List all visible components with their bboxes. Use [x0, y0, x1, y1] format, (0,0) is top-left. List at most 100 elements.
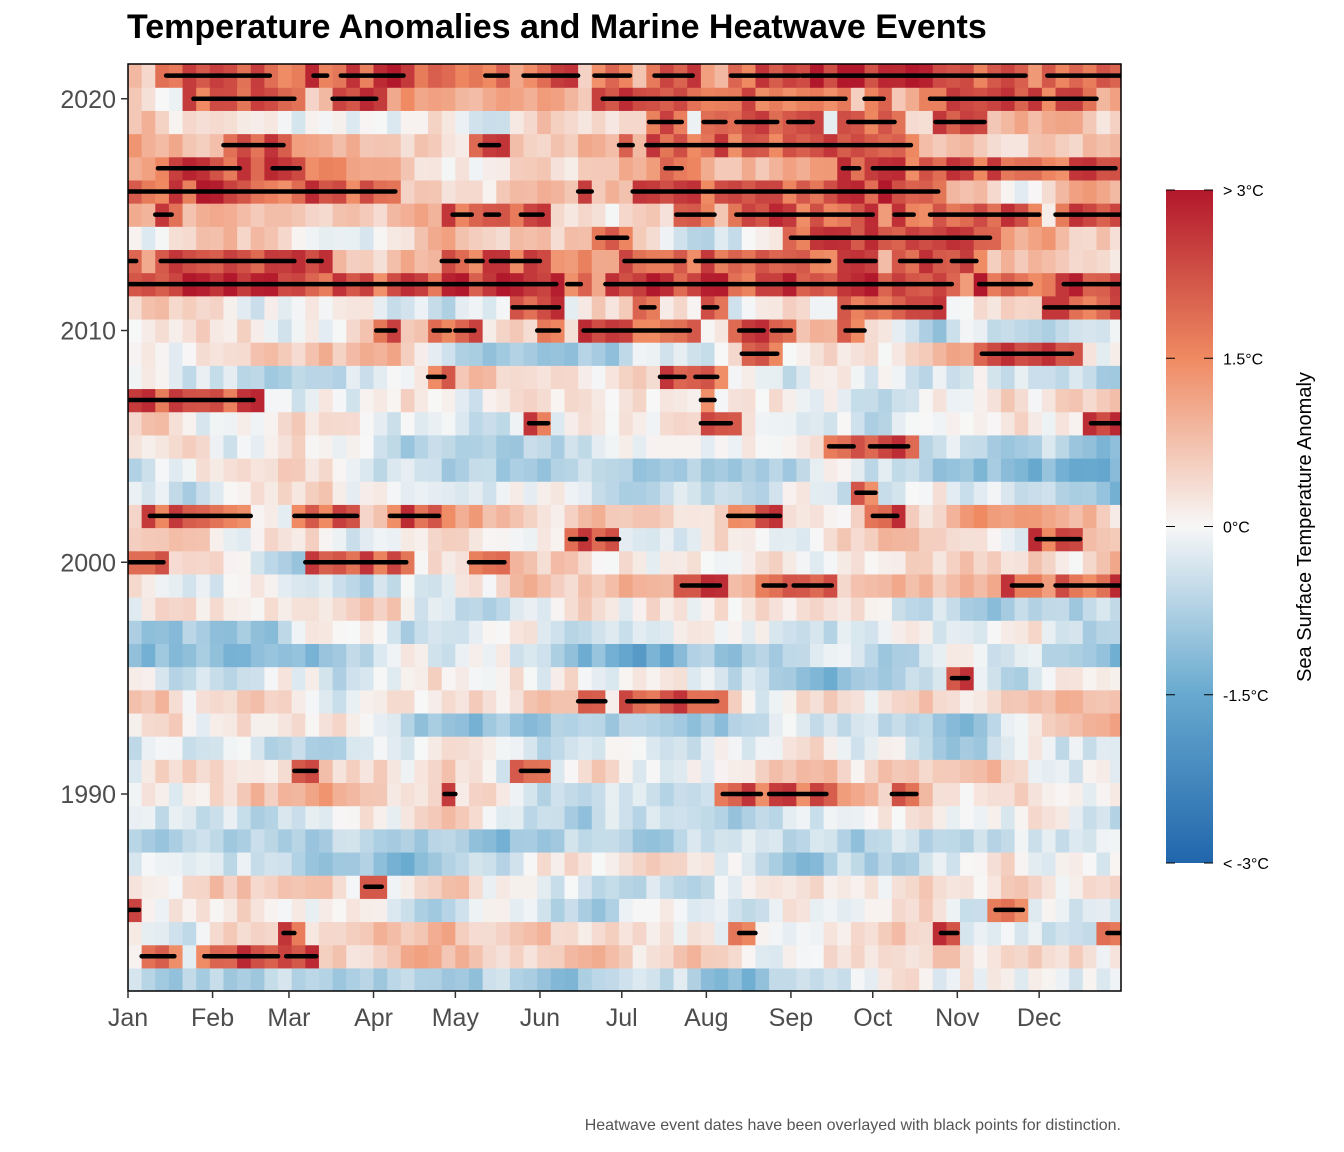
heatmap-cell [359, 249, 375, 274]
heatmap-cell [578, 712, 593, 737]
heatmap-cell [318, 967, 334, 991]
heatmap-cell [564, 573, 579, 598]
heatmap-cell [700, 851, 716, 876]
heatmap-cell [823, 689, 838, 714]
heatmap-cell [1069, 944, 1084, 969]
heatmap-cell [1014, 481, 1029, 505]
heatmap-cell [209, 967, 225, 991]
heatmap-cell [400, 365, 416, 390]
heatmap-cell [373, 689, 388, 714]
heatmap-cell [919, 365, 934, 390]
heatmap-cell [782, 481, 797, 505]
heatmap-cell [168, 87, 184, 111]
heatmap-cell [1014, 388, 1029, 413]
heatmap-cell [537, 365, 552, 390]
heatmap-cell [891, 87, 907, 111]
heatmap-cell [837, 643, 852, 668]
heatmap-cell [332, 597, 347, 621]
heatmap-cell [1096, 620, 1111, 644]
heatmap-cell [332, 295, 347, 320]
heatmap-cell [1041, 875, 1057, 899]
heatmap-cell [196, 226, 211, 250]
heatmap-cell [837, 666, 852, 691]
heatmap-cell [741, 666, 757, 691]
heatmap-cell [1028, 133, 1043, 158]
heatmap-cell [796, 898, 811, 923]
heatmap-cell [537, 805, 552, 830]
heatmap-cell [128, 828, 143, 853]
heatmap-cell [1082, 597, 1098, 621]
heatmap-cell [619, 481, 634, 505]
heatmap-cell [591, 643, 606, 668]
heatmap-cell [810, 550, 825, 575]
heatmap-cell [1055, 365, 1070, 390]
heatmap-cell [196, 481, 211, 505]
heatmap-cell [946, 481, 961, 505]
heatmap-cell [332, 434, 347, 459]
heatmap-cell [905, 805, 920, 830]
heatmap-cell [387, 944, 402, 969]
heatmap-cell [496, 759, 511, 784]
heatmap-cell [509, 434, 525, 459]
heatmap-cell [387, 805, 402, 830]
heatmap-cell [168, 851, 184, 876]
heatmap-cell [632, 620, 647, 644]
heatmap-cell [278, 504, 293, 529]
heatmap-cell [960, 457, 975, 482]
heatmap-cell [932, 736, 948, 760]
heatmap-cell [823, 828, 838, 853]
heatmap-cell [646, 342, 661, 366]
heatmap-cell [400, 434, 416, 459]
heatmap-cell [1041, 318, 1057, 343]
heatmap-cell [919, 133, 934, 158]
heatmap-cell [823, 318, 838, 343]
heatmap-cell [318, 110, 334, 135]
heatmap-cell [400, 64, 416, 88]
heatmap-cell [960, 411, 975, 436]
heatmap-cell [387, 133, 402, 158]
heatmap-cell [619, 365, 634, 390]
heatmap-cell [332, 156, 347, 181]
heatmap-cell [128, 226, 143, 250]
heatmap-cell [728, 805, 743, 830]
heatmap-cell [1014, 179, 1029, 204]
heatmap-cell [523, 156, 538, 181]
heatmap-cell [278, 411, 293, 436]
heatmap-cell [318, 805, 334, 830]
heatmap-cell [1069, 689, 1084, 714]
heatmap-cell [755, 712, 770, 737]
heatmap-cell [769, 620, 784, 644]
heatmap-cell [1000, 295, 1016, 320]
heatmap-cell [414, 527, 429, 552]
heatmap-cell [1082, 805, 1098, 830]
heatmap-cell [973, 851, 988, 876]
heatmap-cell [250, 527, 265, 552]
heatmap-cell [960, 967, 975, 991]
heatmap-cell [496, 481, 511, 505]
heatmap-cell [346, 828, 361, 853]
heatmap-cell [537, 782, 552, 807]
x-tick-label: Dec [1017, 1004, 1061, 1032]
heatmap-cell [469, 504, 484, 529]
heatmap-cell [291, 133, 306, 158]
heatmap-cell [223, 295, 238, 320]
heatmap-cell [673, 597, 688, 621]
heatmap-cell [305, 342, 320, 366]
heatmap-cell [455, 388, 470, 413]
heatmap-cell [237, 712, 252, 737]
heatmap-cell [1069, 504, 1084, 529]
heatmap-cell [1096, 736, 1111, 760]
heatmap-cell [128, 875, 143, 899]
heatmap-cell [755, 666, 770, 691]
legend-label: -1.5°C [1223, 688, 1269, 705]
heatmap-cell [196, 527, 211, 552]
heatmap-cell [428, 133, 443, 158]
heatmap-cell [864, 921, 879, 946]
heatmap-cell [646, 226, 661, 250]
heatmap-cell [1028, 110, 1043, 135]
heatmap-cell [168, 875, 184, 899]
heatmap-cell [455, 759, 470, 784]
heatmap-cell [714, 944, 729, 969]
heatmap-cell [1082, 133, 1098, 158]
heatmap-cell [1055, 318, 1070, 343]
